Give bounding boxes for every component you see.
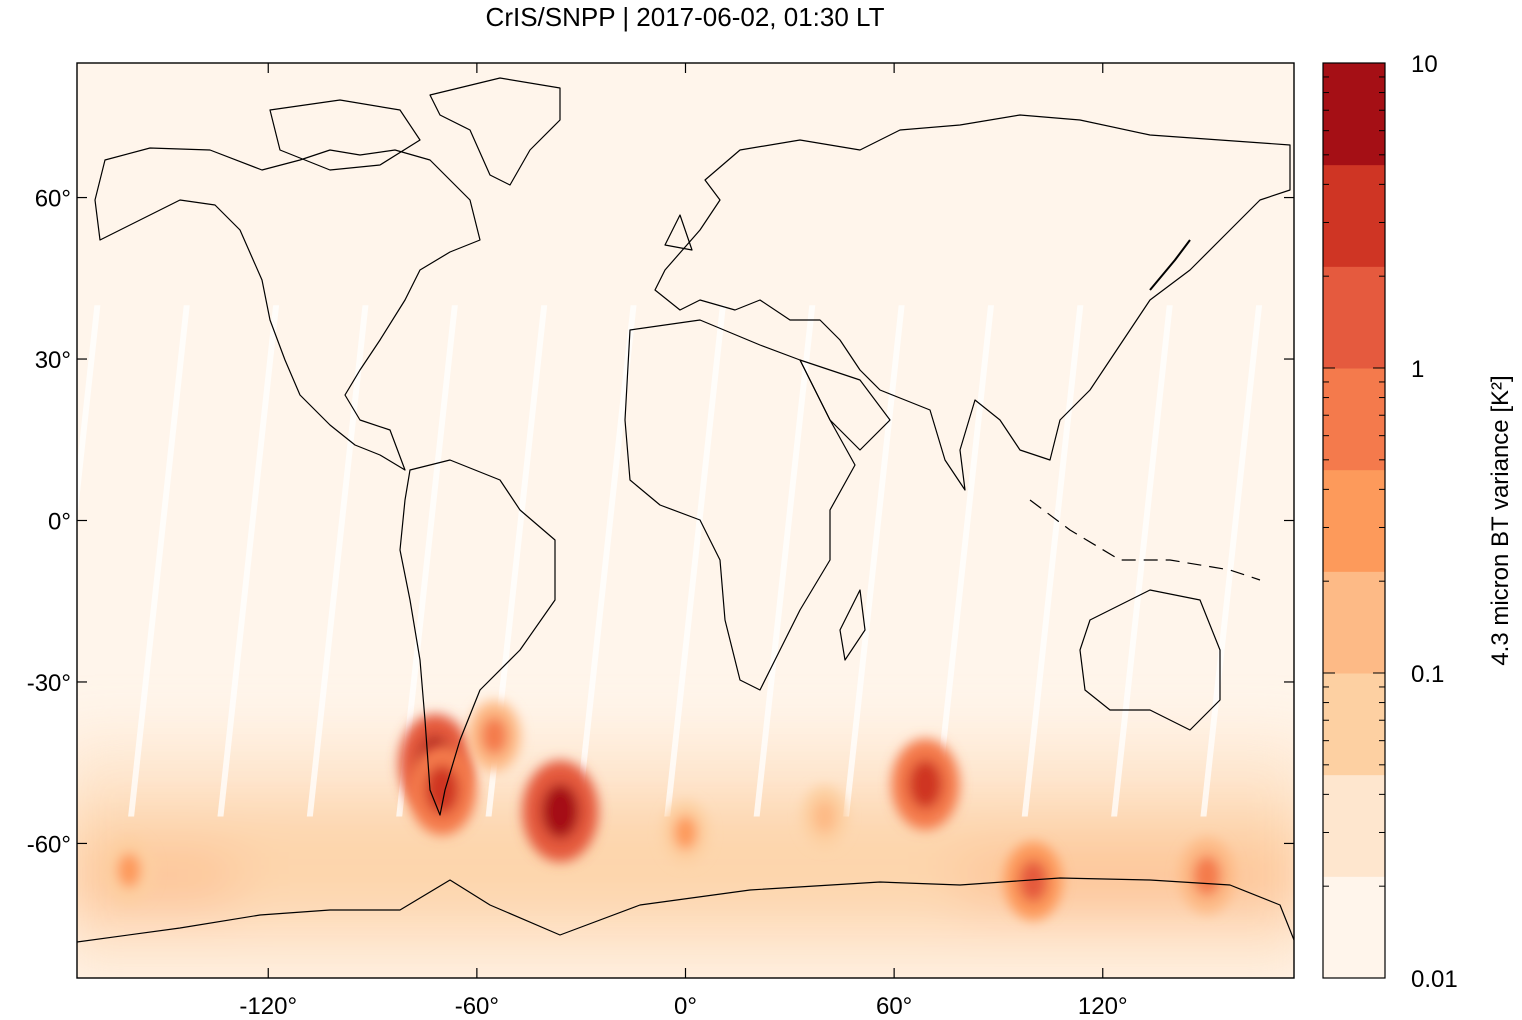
hotspot <box>407 744 477 836</box>
band-strong-west <box>77 854 234 909</box>
swath-gap <box>306 305 369 817</box>
swath-gap <box>664 305 726 817</box>
coastline-south-america <box>399 459 556 816</box>
x-tick-label: 0° <box>674 993 697 1020</box>
colorbar-level <box>1323 876 1385 979</box>
hotspot-core <box>673 815 698 850</box>
colorbar-level <box>1323 266 1385 369</box>
y-tick-label: 60° <box>35 186 71 213</box>
swath-gap <box>1200 305 1263 817</box>
coastline-arctic-islands <box>269 99 421 171</box>
coastline-uk <box>664 214 693 251</box>
hotspot <box>522 760 599 862</box>
y-tick-label: 0° <box>48 509 71 536</box>
x-tick-label: -120° <box>239 993 297 1020</box>
hotspot-core <box>541 783 580 839</box>
variance-hotspots <box>104 700 1236 921</box>
colorbar-tick-label: 0.01 <box>1411 966 1458 993</box>
hotspot <box>661 800 710 865</box>
swath-gap <box>217 305 280 817</box>
colorbar-level <box>1323 774 1385 877</box>
coastline-indonesia <box>1029 499 1261 581</box>
colorbar-tick-label: 10 <box>1411 51 1438 78</box>
hotspot <box>104 837 154 904</box>
x-tick-label: -60° <box>455 993 499 1020</box>
hotspot <box>891 738 960 830</box>
coastline-greenland <box>429 77 561 186</box>
coastline-australia <box>1079 589 1221 731</box>
coastline-japan <box>1149 239 1191 291</box>
swath-gap <box>77 305 101 521</box>
colorbar-level <box>1323 368 1385 471</box>
hotspot-core <box>908 759 943 809</box>
coastline-antarctica <box>77 877 1294 943</box>
x-tick-label: 120° <box>1078 993 1128 1020</box>
hotspot <box>801 785 848 848</box>
swath-gap <box>1021 305 1084 817</box>
y-tick-label: 30° <box>35 347 71 374</box>
coastline-arabia <box>799 359 891 451</box>
y-axis: 60° 30° 0° -30° -60° <box>27 186 1294 858</box>
colorbar-level <box>1323 571 1385 674</box>
colorbar-level <box>1323 673 1385 776</box>
hotspot <box>467 700 521 771</box>
hotspot-core <box>116 852 142 889</box>
hotspot <box>1003 842 1063 921</box>
x-axis: -120° -60° 0° 60° 120° <box>239 63 1128 1020</box>
coastline-europe-asia <box>654 114 1291 491</box>
colorbar-tick-label: 0.1 <box>1411 661 1444 688</box>
hotspot-core <box>425 764 460 815</box>
y-tick-label: -30° <box>27 670 71 697</box>
coastline-north-america <box>94 147 481 471</box>
chart-title: CrIS/SNPP | 2017-06-02, 01:30 LT <box>485 2 885 32</box>
hotspot-core <box>1192 855 1222 897</box>
colorbar-level <box>1323 63 1385 166</box>
swath-gap <box>1111 305 1173 817</box>
colorbar-tick-label: 1 <box>1411 356 1424 383</box>
colorbar: 10 1 0.1 0.01 <box>1322 51 1458 993</box>
coastline-madagascar <box>839 589 866 661</box>
swath-gap <box>396 305 458 817</box>
swath-gaps <box>77 305 1263 817</box>
colorbar-frame <box>1322 62 1386 979</box>
swath-gap <box>574 305 637 817</box>
swath-gap <box>843 305 905 817</box>
colorbar-label: 4.3 micron BT variance [K²] <box>1487 375 1514 665</box>
hotspot <box>1178 837 1236 914</box>
colorbar-level <box>1323 164 1385 267</box>
x-tick-label: 60° <box>876 993 912 1020</box>
swath-gap <box>128 305 190 817</box>
coastlines <box>77 77 1294 943</box>
swath-gap <box>932 305 995 817</box>
swath-gap <box>485 305 548 817</box>
hotspot-core <box>481 716 508 755</box>
hotspot-core <box>1018 859 1048 903</box>
hotspot-core <box>813 799 837 834</box>
colorbar-level <box>1323 469 1385 572</box>
y-tick-label: -60° <box>27 831 71 858</box>
swath-gap <box>753 305 816 817</box>
